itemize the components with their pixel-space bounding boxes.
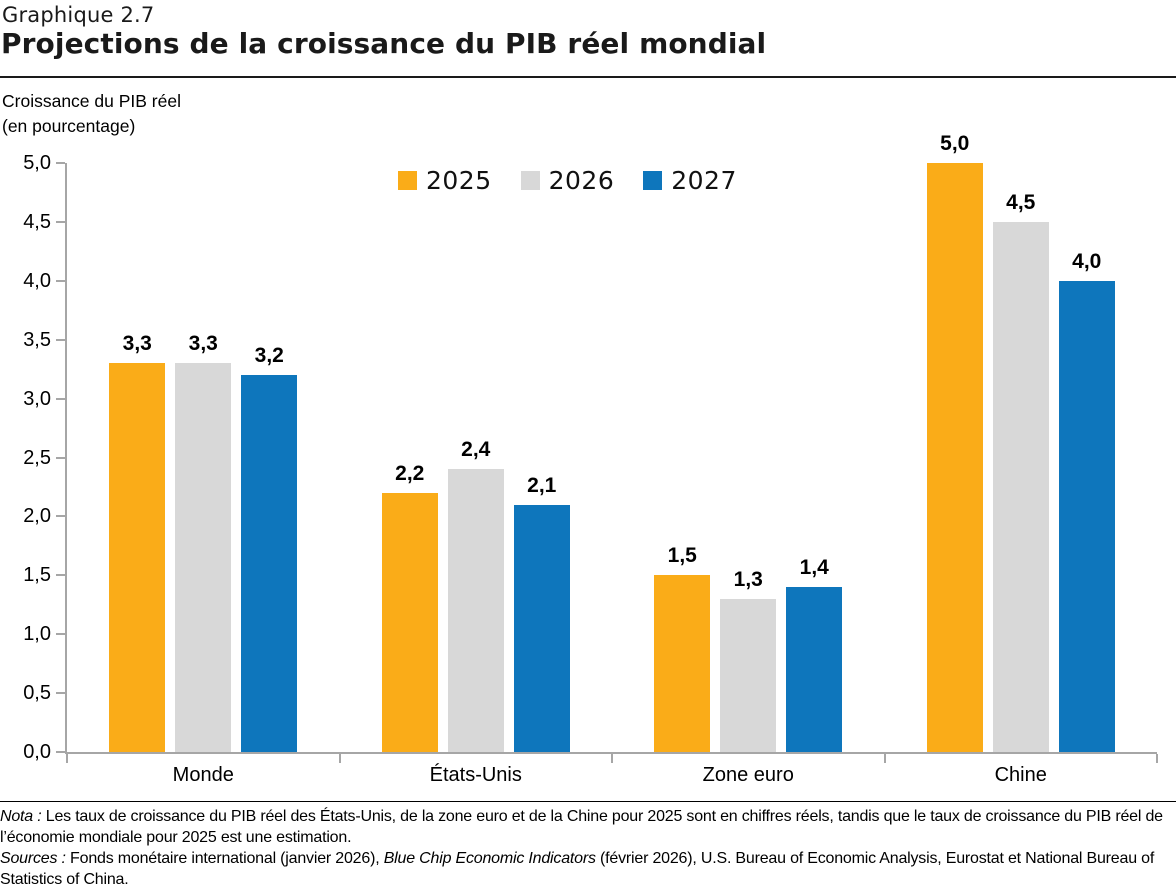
bar <box>381 492 438 752</box>
y-axis-tick-label: 2,5 <box>23 446 51 469</box>
footnotes: Nota : Les taux de croissance du PIB rée… <box>0 801 1176 888</box>
x-axis-tick <box>338 754 341 763</box>
bar <box>1058 280 1115 752</box>
y-axis-tick-label: 0,5 <box>23 682 51 705</box>
y-axis-tick-label: 1,0 <box>23 623 51 646</box>
sources-label: Sources : <box>0 850 66 867</box>
x-axis-tick <box>611 754 613 763</box>
y-axis-tick <box>56 338 65 341</box>
y-axis-title: Croissance du PIB réel (en pourcentage) <box>2 89 181 139</box>
y-axis-tick-label: 4,0 <box>23 269 51 292</box>
bar <box>926 163 983 752</box>
legend-swatch <box>398 171 417 190</box>
bar-value-label: 2,2 <box>395 461 425 485</box>
bar-value-label: 5,0 <box>940 132 970 155</box>
y-axis-tick <box>56 515 65 518</box>
bar-value-label: 1,3 <box>733 567 763 591</box>
y-axis-tick-label: 1,5 <box>23 564 51 587</box>
x-axis-tick <box>1156 754 1158 763</box>
bar <box>109 363 166 752</box>
bar <box>447 469 504 752</box>
bar-value-label: 4,5 <box>1006 190 1036 214</box>
x-axis-category-label: Zone euro <box>702 764 794 786</box>
legend-item: 2026 <box>520 166 615 195</box>
y-axis-tick-label: 5,0 <box>23 152 51 174</box>
sources-text: Sources : Fonds monétaire international … <box>0 848 1176 888</box>
y-axis-tick-label: 3,5 <box>23 328 51 351</box>
y-axis-tick <box>56 279 65 282</box>
legend-label: 2025 <box>426 166 492 195</box>
y-axis-tick <box>56 574 65 577</box>
y-axis-title-line1: Croissance du PIB réel <box>2 91 181 111</box>
legend-item: 2027 <box>643 166 737 195</box>
legend-swatch <box>643 171 663 190</box>
bar <box>175 363 232 752</box>
bar <box>786 587 843 752</box>
figure-title: Projections de la croissance du PIB réel… <box>1 27 767 60</box>
bar-value-label: 3,3 <box>122 332 152 356</box>
y-axis-tick <box>56 692 65 695</box>
y-axis-tick-label: 4,5 <box>23 210 51 233</box>
bar-value-label: 1,5 <box>667 544 697 568</box>
bar-value-label: 4,0 <box>1072 249 1102 273</box>
y-axis-tick <box>56 397 65 400</box>
x-axis-tick <box>883 754 886 763</box>
y-axis-tick <box>56 220 65 223</box>
y-axis-tick-label: 2,0 <box>23 505 51 528</box>
bar-value-label: 2,1 <box>527 473 557 497</box>
bar <box>241 375 298 752</box>
y-axis-tick-label: 0,0 <box>23 741 51 763</box>
bar-value-label: 3,3 <box>188 332 218 356</box>
legend-label: 2026 <box>548 166 615 195</box>
legend-label: 2027 <box>671 166 737 195</box>
legend-item: 2025 <box>398 166 492 195</box>
bar-value-label: 3,2 <box>254 344 284 368</box>
bar <box>513 504 570 752</box>
nota-body: Les taux de croissance du PIB réel des É… <box>0 808 1163 846</box>
x-axis-category-label: Monde <box>172 764 234 786</box>
bar-value-label: 2,4 <box>461 438 491 462</box>
y-axis-tick <box>56 751 65 753</box>
nota-text: Nota : Les taux de croissance du PIB rée… <box>0 806 1176 848</box>
legend-swatch <box>520 171 540 190</box>
bar <box>654 575 711 752</box>
y-axis-tick <box>56 162 65 164</box>
sources-body-2: (février 2026), U.S. Bureau of Economic … <box>0 850 1155 888</box>
x-axis-category-label: Chine <box>994 764 1047 786</box>
sources-italic-title: Blue Chip Economic Indicators <box>383 850 596 867</box>
y-axis-tick <box>56 456 65 459</box>
y-axis-title-line2: (en pourcentage) <box>2 116 136 136</box>
nota-label: Nota : <box>0 808 42 825</box>
legend: 2025 2026 2027 <box>398 166 766 195</box>
bar-value-label: 1,4 <box>799 556 829 580</box>
plot-area: 2025 2026 2027 5,0 4,5 4,0 3,5 3,0 2,5 2,0 1,5 1,0… <box>23 132 1158 786</box>
figure-number: Graphique 2.7 <box>2 3 155 27</box>
x-axis-tick <box>66 754 68 763</box>
sources-body-1: Fonds monétaire international (janvier 2… <box>65 850 384 867</box>
bar <box>720 598 777 752</box>
title-divider <box>0 76 1176 78</box>
y-axis-tick-label: 3,0 <box>23 387 51 410</box>
y-axis-tick <box>56 633 65 636</box>
bar <box>992 221 1049 752</box>
x-axis-category-label: États-Unis <box>429 764 522 786</box>
